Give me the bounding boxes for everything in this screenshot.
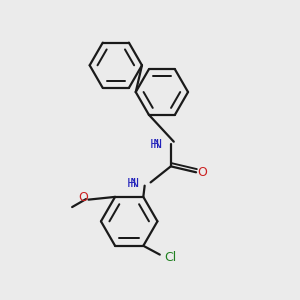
Text: N: N bbox=[130, 177, 140, 190]
Text: O: O bbox=[78, 191, 88, 204]
Text: H: H bbox=[127, 177, 136, 190]
Text: N: N bbox=[153, 138, 163, 151]
Text: H: H bbox=[149, 138, 159, 151]
Text: O: O bbox=[197, 166, 207, 179]
Text: Cl: Cl bbox=[164, 251, 176, 264]
